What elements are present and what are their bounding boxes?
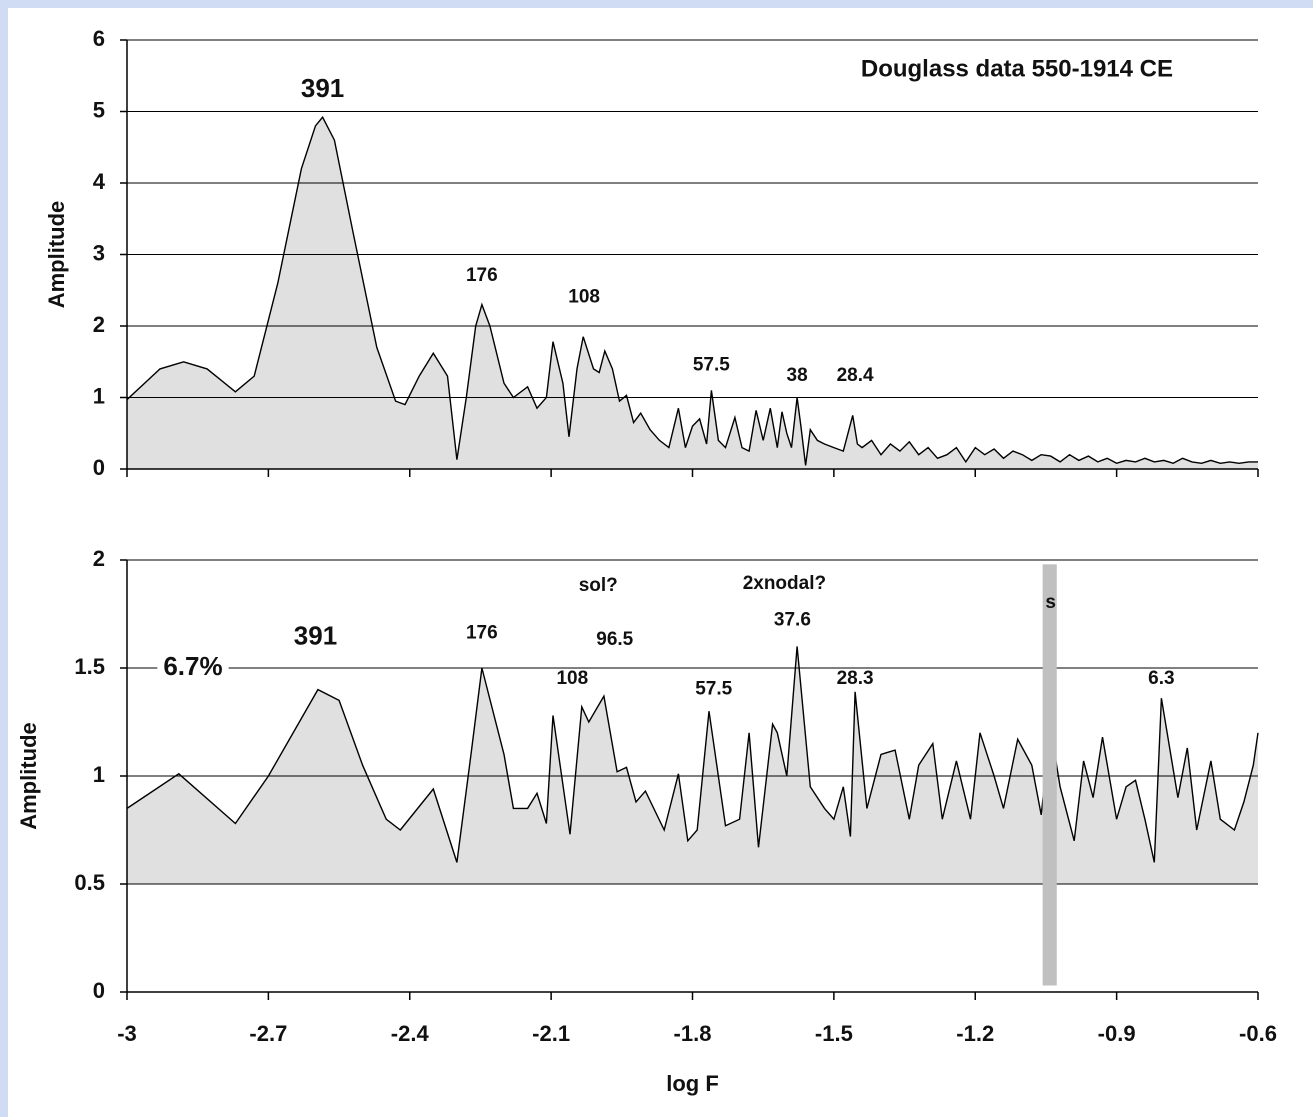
x-tick-label: -3: [117, 1021, 137, 1046]
annotation: 108: [556, 668, 588, 689]
annotation: 176: [466, 265, 498, 286]
y-tick-label: 4: [93, 169, 106, 194]
annotation: 176: [466, 622, 498, 643]
line: [126, 115, 1258, 466]
y-tick-label: 2: [93, 546, 105, 571]
y-tick-label: 3: [93, 240, 105, 265]
y-tick-label: 1.5: [74, 654, 105, 679]
annotation: 38: [787, 365, 808, 386]
annotation: 96.5: [596, 629, 633, 650]
annotation: sol?: [579, 575, 618, 596]
annotation: s: [1045, 592, 1056, 613]
x-tick-label: -2.7: [249, 1021, 287, 1046]
y-tick-label: 0: [93, 455, 105, 480]
annotation: 57.5: [693, 354, 730, 375]
x-tick-label: -0.6: [1239, 1021, 1277, 1046]
annotation: 28.4: [837, 365, 874, 386]
annotation: 391: [301, 73, 344, 103]
annotation: 57.5: [695, 679, 732, 700]
annotation: 2xnodal?: [743, 573, 826, 594]
annotation: 6.7%: [163, 651, 222, 681]
annotation: 108: [568, 286, 600, 307]
y-tick-label: 0: [93, 978, 105, 1003]
y-tick-label: 5: [93, 97, 105, 122]
x-tick-label: -0.9: [1098, 1021, 1136, 1046]
annotation: 37.6: [774, 609, 811, 630]
line: [126, 646, 1259, 863]
x-tick-label: -2.4: [391, 1021, 430, 1046]
y-tick-label: 2: [93, 312, 105, 337]
x-axis-label: log F: [666, 1071, 719, 1096]
y-tick-label: 1: [93, 383, 105, 408]
y-tick-label: 0.5: [74, 870, 105, 895]
x-tick-label: -1.5: [815, 1021, 853, 1046]
area-fill: [127, 117, 1258, 469]
band: [1042, 564, 1057, 986]
y-axis-label: Amplitude: [16, 722, 41, 830]
x-tick-label: -1.2: [956, 1021, 994, 1046]
y-axis-label: Amplitude: [44, 201, 69, 309]
y-tick-label: 6: [93, 26, 105, 51]
annotation: 6.3: [1148, 668, 1174, 689]
background: [8, 8, 1313, 1117]
area-fill: [127, 646, 1258, 884]
x-tick-label: -1.8: [674, 1021, 712, 1046]
annotation: 28.3: [837, 668, 874, 689]
label-bg: [157, 650, 229, 681]
annotation: 391: [294, 621, 337, 651]
y-tick-label: 1: [93, 762, 105, 787]
chart-title: Douglass data 550-1914 CE: [861, 55, 1173, 82]
x-tick-label: -2.1: [532, 1021, 570, 1046]
